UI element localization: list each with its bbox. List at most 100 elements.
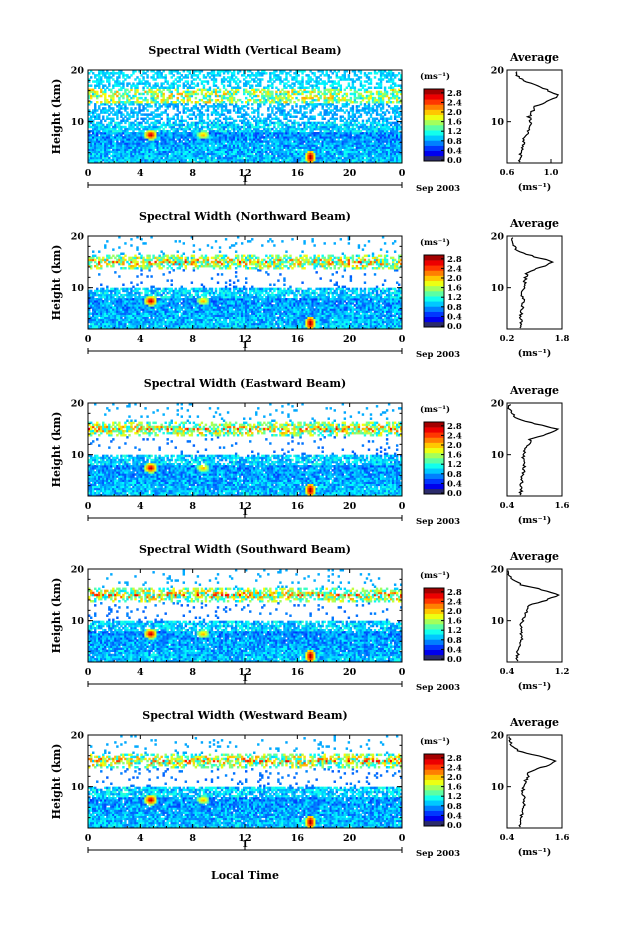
heatmap-cell <box>94 115 97 118</box>
heatmap-cell <box>275 96 278 100</box>
heatmap-cell <box>124 160 127 164</box>
heatmap-cell <box>257 107 260 110</box>
heatmap-cell <box>130 160 133 164</box>
heatmap-cell <box>245 123 248 127</box>
heatmap-cell <box>202 148 206 151</box>
heatmap-cell <box>194 154 198 158</box>
heatmap-cell <box>200 121 204 125</box>
heatmap-cell <box>285 125 288 129</box>
heatmap-cell <box>379 94 383 98</box>
heatmap-cell <box>128 158 131 162</box>
heatmap-cell <box>224 92 228 96</box>
heatmap-cell <box>391 121 395 125</box>
heatmap-cell <box>277 129 280 133</box>
heatmap-cell <box>188 92 192 96</box>
heatmap-cell <box>381 123 385 127</box>
heatmap-cell <box>389 96 393 100</box>
heatmap-cell <box>186 150 190 154</box>
heatmap-cell <box>208 160 212 164</box>
heatmap <box>88 70 403 164</box>
heatmap-cell <box>293 150 296 154</box>
heatmap-cell <box>122 146 125 149</box>
heatmap-cell <box>359 144 363 147</box>
heatmap-cell <box>126 132 129 135</box>
heatmap-cell <box>385 90 389 94</box>
heatmap-cell <box>120 160 123 164</box>
heatmap-cell <box>265 123 268 127</box>
heatmap-cell <box>146 115 149 118</box>
heatmap-cell <box>353 101 357 104</box>
heatmap-cell <box>357 134 361 137</box>
heatmap-cell <box>124 115 127 118</box>
heatmap-cell <box>377 82 381 85</box>
heatmap-cell <box>279 121 282 125</box>
heatmap-cell <box>267 123 270 127</box>
heatmap-cell <box>214 74 218 77</box>
heatmap-cell <box>204 156 208 160</box>
heatmap-cell <box>142 72 145 75</box>
heatmap-cell <box>166 117 169 120</box>
heatmap-cell <box>249 154 252 158</box>
heatmap-cell <box>102 72 105 75</box>
heatmap-cell <box>218 144 222 147</box>
heatmap-cell <box>391 129 395 133</box>
heatmap-cell <box>146 160 149 164</box>
heatmap-cell <box>389 117 393 120</box>
heatmap-cell <box>90 76 93 79</box>
heatmap-cell <box>118 127 121 131</box>
heatmap-cell <box>92 125 95 129</box>
heatmap-cell <box>240 119 244 123</box>
heatmap-cell <box>158 142 161 145</box>
heatmap-cell <box>194 158 198 162</box>
heatmap-cell <box>108 132 111 135</box>
heatmap-cell <box>228 92 232 96</box>
heatmap-cell <box>331 129 334 133</box>
heatmap-cell <box>251 138 254 141</box>
heatmap-cell <box>192 136 196 139</box>
heatmap-cell <box>279 80 282 83</box>
heatmap-cell <box>377 144 381 147</box>
heatmap-cell <box>335 150 338 154</box>
heatmap-cell <box>126 101 129 104</box>
heatmap-cell <box>102 117 105 120</box>
heatmap-cell <box>331 142 334 145</box>
heatmap-cell <box>152 136 155 139</box>
heatmap-cell <box>385 160 389 164</box>
heatmap-cell <box>333 107 336 110</box>
heatmap-cell <box>226 70 230 73</box>
heatmap-cell <box>164 150 167 154</box>
heatmap-cell <box>273 129 276 133</box>
heatmap-cell <box>194 146 198 149</box>
heatmap-cell <box>323 98 326 102</box>
heatmap-cell <box>333 113 336 116</box>
heatmap-cell <box>373 134 377 137</box>
heatmap-cell <box>168 103 171 106</box>
heatmap-cell <box>301 156 304 160</box>
heatmap-cell <box>172 129 175 133</box>
heatmap-cell <box>337 101 340 104</box>
heatmap-cell <box>128 121 131 125</box>
heatmap-cell <box>397 134 401 137</box>
heatmap-cell <box>162 103 165 106</box>
heatmap-cell <box>305 107 308 110</box>
heatmap-cell <box>144 127 147 131</box>
heatmap-cell <box>122 117 125 120</box>
heatmap-cell <box>349 119 353 123</box>
heatmap-cell <box>210 90 214 94</box>
heatmap-cell <box>385 92 389 96</box>
heatmap-cell <box>363 140 367 143</box>
heatmap-cell <box>253 136 256 139</box>
heatmap-cell <box>311 115 314 118</box>
heatmap-cell <box>132 140 135 143</box>
heatmap-cell <box>166 113 169 116</box>
heatmap-cell <box>317 90 320 94</box>
heatmap-cell <box>269 74 272 77</box>
heatmap-cell <box>158 113 161 116</box>
heatmap-cell <box>154 92 157 96</box>
heatmap-cell <box>269 78 272 81</box>
heatmap-cell <box>337 109 340 112</box>
heatmap-cell <box>289 156 292 160</box>
heatmap-cell <box>214 94 218 98</box>
heatmap-cell <box>202 156 206 160</box>
heatmap-cell <box>90 158 93 162</box>
